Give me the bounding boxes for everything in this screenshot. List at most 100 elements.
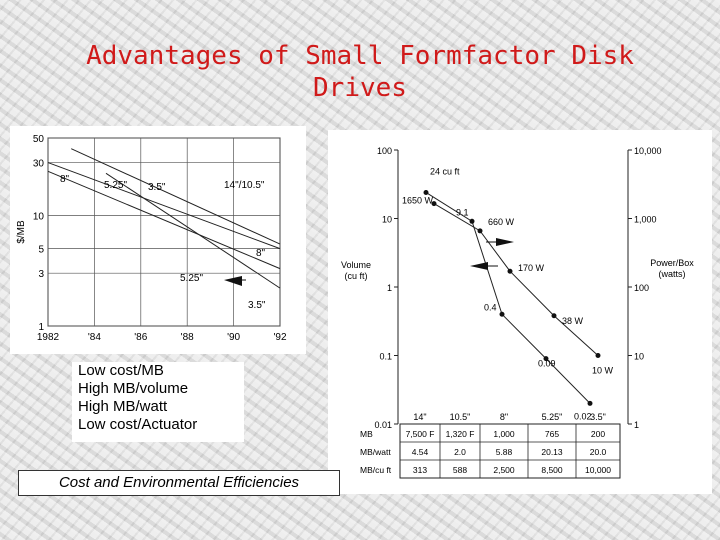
volume-point (423, 189, 429, 195)
y-tick-label: 3 (38, 269, 44, 280)
volume-point (499, 311, 505, 317)
volume-data-label: 0.4 (484, 302, 497, 312)
x-tick-label: '84 (88, 332, 101, 343)
volume-power-chart-panel: 100 10 1 0.1 0.01 10,000 1,000 100 10 1 Volume (cu … (328, 130, 712, 494)
x-tick-label: '86 (134, 332, 147, 343)
right-tick-label: 10 (634, 352, 644, 362)
series-annotation: 8" (256, 248, 266, 259)
title-line-1: Advantages of Small Formfactor Disk (86, 41, 634, 71)
table-cell: 20.13 (541, 447, 563, 457)
left-arrow-marker (470, 262, 488, 270)
feature-item: Low cost/MB (78, 362, 164, 379)
series-annotation: 14"/10.5" (224, 180, 265, 191)
table-cell: 1,000 (493, 429, 515, 439)
volume-point (469, 218, 475, 224)
series-line (47, 162, 281, 250)
power-data-label: 38 W (562, 316, 584, 326)
table-header: 5.25" (542, 412, 563, 422)
left-axis-title: Volume (341, 260, 371, 270)
series-annotation: 8" (60, 174, 70, 185)
volume-data-label: 0.02 (574, 411, 592, 421)
y-axis-label: $/MB (16, 220, 27, 244)
series-line (70, 148, 281, 245)
table-row-label: MB (360, 429, 373, 439)
table-cell: 10,000 (585, 465, 611, 475)
feature-item: High MB/watt (78, 398, 168, 415)
series-annotation: 3.5" (248, 300, 266, 311)
plot-frame (47, 137, 281, 327)
features-list: Low cost/MB High MB/volume High MB/watt … (72, 362, 244, 442)
caption-box: Cost and Environmental Efficiencies (18, 470, 340, 496)
volume-data-label: 24 cu ft (430, 166, 460, 176)
caption-text: Cost and Environmental Efficiencies (58, 474, 300, 491)
series-line (105, 172, 281, 289)
table-cell: 7,500 F (406, 429, 435, 439)
table-cell: 2,500 (493, 465, 515, 475)
feature-item: Low cost/Actuator (78, 416, 198, 433)
y-tick-label: 5 (38, 245, 44, 256)
table-cell: 313 (413, 465, 427, 475)
table-header: 10.5" (450, 412, 471, 422)
x-tick-label: '92 (273, 332, 286, 343)
table-cell: 588 (453, 465, 467, 475)
arrow-marker (224, 276, 242, 286)
power-data-label: 170 W (518, 263, 545, 273)
series-annotation: 3.5" (148, 182, 166, 193)
table-header: 14" (413, 412, 426, 422)
right-arrow-marker (496, 238, 514, 246)
table-cell: 5.88 (496, 447, 513, 457)
power-data-label: 1650 W (402, 196, 434, 206)
x-tick-label: '88 (181, 332, 194, 343)
power-line (433, 203, 599, 356)
volume-data-label: 9.1 (456, 207, 469, 217)
table-row-label: MB/watt (360, 447, 391, 457)
right-axis-title: Power/Box (650, 258, 694, 268)
volume-point (543, 356, 549, 362)
table-cell: 20.0 (590, 447, 607, 457)
left-tick-label: 0.01 (374, 420, 392, 430)
table-cell: 2.0 (454, 447, 466, 457)
power-point (477, 228, 483, 234)
power-data-label: 10 W (592, 366, 614, 376)
left-tick-label: 0.1 (379, 352, 392, 362)
y-tick-label: 1 (38, 322, 44, 333)
right-tick-label: 100 (634, 283, 649, 293)
power-point (431, 201, 437, 207)
y-tick-label: 50 (33, 134, 45, 145)
series-annotation: 5.25" (180, 273, 203, 284)
volume-power-chart: 100 10 1 0.1 0.01 10,000 1,000 100 10 1 Volume(cu … (341, 146, 694, 479)
x-tick-label: 1982 (37, 332, 60, 343)
volume-point (587, 400, 593, 406)
y-tick-label: 10 (33, 211, 45, 222)
right-tick-label: 1,000 (634, 215, 657, 225)
x-tick-label: '90 (227, 332, 240, 343)
table-cell: 1,320 F (446, 429, 475, 439)
left-tick-label: 10 (382, 215, 392, 225)
volume-data-label: 0.09 (538, 359, 556, 369)
title-line-2: Drives (313, 73, 407, 103)
series-annotation: 5.25" (104, 180, 127, 191)
table-frame (399, 423, 621, 479)
left-tick-label: 100 (377, 146, 392, 156)
series-line (47, 170, 281, 270)
table-row-label: MB/cu ft (360, 465, 392, 475)
y-tick-label: 30 (33, 159, 45, 170)
power-data-label: 660 W (488, 217, 515, 227)
power-point (595, 353, 601, 358)
right-axis-title: (watts) (659, 269, 686, 279)
table-header: 8" (500, 412, 508, 422)
table-header: 3.5" (590, 412, 606, 422)
table-cell: 200 (591, 429, 605, 439)
cost-per-mb-chart-panel: 50 30 10 5 3 1 1982 '84 '86 '88 '90 '92 $/MB 8" 5.25" 3… (10, 126, 306, 354)
left-tick-label: 1 (387, 283, 392, 293)
power-point (551, 313, 557, 319)
power-point (507, 268, 513, 274)
table-cell: 765 (545, 429, 559, 439)
table-cell: 4.54 (412, 447, 429, 457)
left-axis-title: (cu ft) (344, 271, 367, 281)
right-tick-label: 10,000 (634, 146, 662, 156)
slide-title: Advantages of Small Formfactor Disk Driv… (0, 40, 720, 104)
feature-item: High MB/volume (78, 380, 189, 397)
right-tick-label: 1 (634, 420, 639, 430)
